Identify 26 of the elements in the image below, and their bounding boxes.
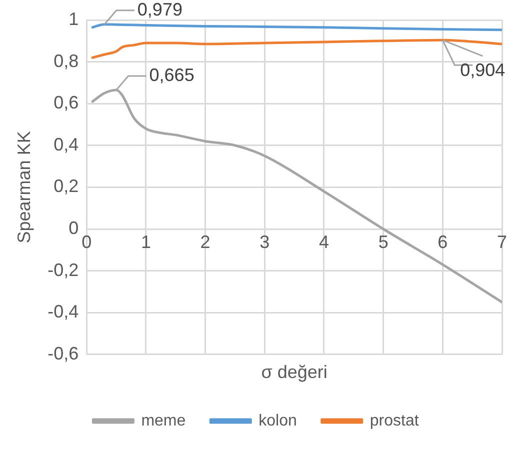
x-tick-label: 4 [318, 232, 329, 252]
x-axis-title: σ değeri [261, 362, 328, 382]
y-tick-label: 0 [68, 218, 79, 238]
x-tick-label: 5 [378, 232, 388, 252]
y-tick-label: 0,8 [54, 50, 79, 71]
y-tick-label: 0,6 [54, 92, 79, 113]
y-tick-label: 1 [68, 8, 79, 29]
legend-label: prostat [370, 412, 420, 430]
x-tick-label: 6 [438, 232, 448, 252]
x-tick-label: 3 [260, 232, 270, 252]
x-tick-label: 1 [140, 232, 151, 252]
annotation: 0,665 [149, 64, 194, 85]
y-axis-title: Spearman KK [14, 131, 34, 244]
y-tick-label: -0,4 [48, 302, 79, 322]
x-tick-label: 0 [82, 232, 92, 252]
legend-label: meme [141, 412, 186, 430]
y-tick-label: -0,6 [48, 343, 79, 364]
y-tick-label: -0,2 [48, 260, 79, 280]
y-tick-label: 0,4 [54, 134, 79, 154]
x-tick-label: 7 [496, 232, 508, 252]
annotation: 0,979 [137, 0, 182, 20]
x-tick-label: 2 [200, 232, 210, 252]
legend-label: kolon [258, 412, 297, 430]
line-series [91, 38, 502, 59]
y-tick-label: 0,2 [54, 176, 79, 196]
annotation: 0,904 [460, 60, 506, 80]
